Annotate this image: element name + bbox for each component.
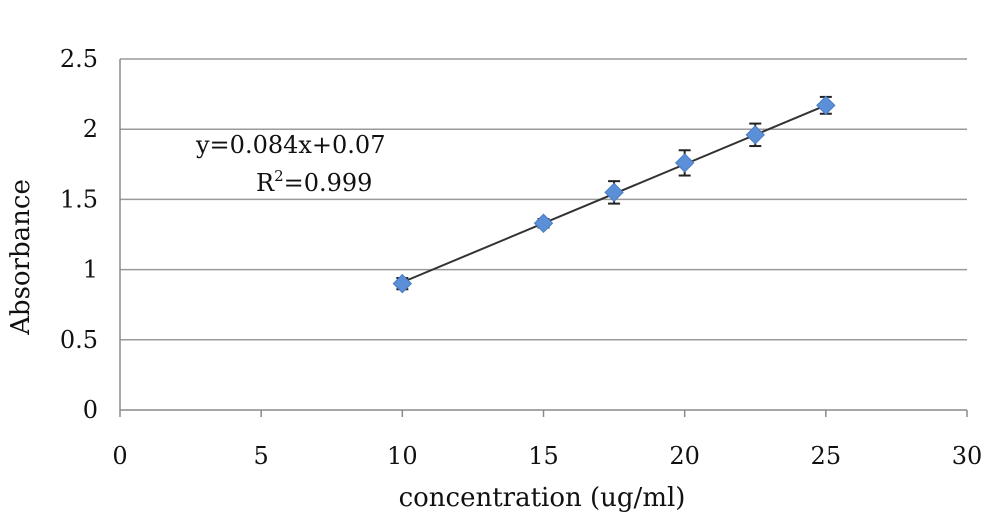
r-squared-exponent: 2 (274, 167, 284, 185)
data-point (674, 153, 695, 173)
x-tick-label: 30 (952, 442, 983, 470)
y-tick-label: 1.5 (60, 185, 98, 213)
r-squared-label: R2=0.999 (256, 167, 372, 197)
r-squared-value: =0.999 (284, 169, 373, 197)
data-point (816, 95, 836, 116)
data-point (392, 273, 413, 294)
y-tick-label: 2 (83, 115, 98, 143)
data-point (745, 125, 765, 145)
y-tick-label: 2.5 (60, 45, 98, 73)
x-tick-label: 15 (528, 442, 559, 470)
x-tick-label: 5 (254, 442, 269, 470)
x-tick-label: 10 (387, 442, 418, 470)
axes (119, 59, 968, 417)
x-axis-title: concentration (ug/ml) (399, 483, 686, 513)
x-tick-label: 0 (112, 442, 127, 470)
r-squared-base: R (256, 169, 275, 197)
y-tick-label: 0.5 (60, 326, 98, 354)
x-tick-label: 25 (811, 442, 842, 470)
x-tick-labels: 0 5 10 15 20 25 30 (112, 442, 982, 470)
data-points (392, 95, 836, 294)
data-point (533, 213, 554, 233)
y-tick-label: 0 (83, 396, 98, 424)
x-tick-label: 20 (669, 442, 700, 470)
y-axis-title: Absorbance (6, 179, 36, 336)
data-point (604, 182, 624, 203)
y-tick-label: 1 (83, 256, 98, 284)
gridlines (120, 58, 967, 341)
y-tick-labels: 0 0.5 1 1.5 2 2.5 (60, 45, 98, 424)
equation-label: y=0.084x+0.07 (195, 131, 385, 159)
